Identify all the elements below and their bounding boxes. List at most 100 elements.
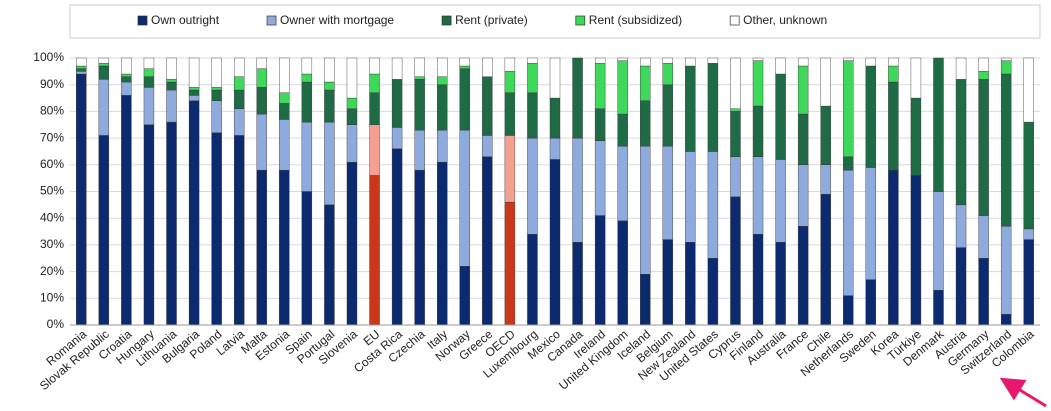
bar-segment [346, 57, 358, 99]
bar-segment [640, 274, 651, 326]
bar-segment [933, 191, 944, 291]
bar-segment [414, 76, 425, 80]
bar-segment [482, 156, 493, 326]
bar-segment [910, 175, 922, 326]
bar-segment [324, 89, 335, 123]
bar-segment [707, 63, 719, 152]
bar-segment [346, 124, 358, 163]
bar-segment [76, 57, 87, 67]
bar-segment [549, 137, 561, 160]
bar-segment [797, 57, 809, 67]
bar-segment [301, 57, 313, 75]
bar-segment [166, 89, 177, 123]
bar-segment [888, 57, 899, 67]
bar-segment [707, 258, 719, 326]
bar-segment [301, 191, 313, 326]
bar-segment [391, 57, 403, 80]
bar-segment [301, 81, 313, 123]
bar-segment [143, 76, 155, 88]
bar-segment [978, 215, 989, 259]
bar-segment [775, 57, 786, 75]
bar-segment [256, 113, 267, 171]
bar-segment [752, 57, 764, 61]
bar-segment [482, 135, 493, 157]
bar-segment [482, 76, 493, 136]
bar-segment [121, 95, 132, 326]
bar-segment [369, 73, 380, 93]
bar-segment [324, 81, 335, 91]
y-tick-label: 80% [40, 104, 64, 118]
bar-segment [504, 135, 516, 203]
bar-segment [775, 159, 786, 243]
bar-segment [730, 196, 741, 326]
bar-segment [752, 234, 764, 326]
bar-segment [233, 76, 245, 91]
bar-segment [437, 161, 448, 326]
bar-segment [662, 84, 673, 147]
y-tick-label: 20% [40, 264, 64, 278]
legend-swatch [441, 15, 452, 26]
bar-segment [955, 204, 967, 248]
y-tick-label: 0% [47, 317, 65, 331]
bar-segment [1000, 60, 1012, 75]
bar-segment [820, 57, 831, 107]
legend-label: Other, unknown [743, 13, 827, 27]
bar-segment [594, 57, 606, 64]
bar-segment [955, 247, 967, 326]
bar-segment [98, 57, 110, 64]
bar-segment [594, 215, 606, 326]
bar-segment [459, 266, 470, 326]
bar-segment [662, 57, 673, 64]
bar-segment [414, 79, 425, 131]
bar-segment [843, 156, 854, 171]
bar-segment [482, 57, 493, 77]
bar-segment [707, 151, 719, 259]
bar-segment [843, 57, 854, 61]
legend-label: Rent (subsidized) [589, 13, 682, 27]
bar-segment [279, 92, 290, 104]
bar-segment [707, 57, 719, 64]
bar-segment [662, 239, 673, 326]
bar-segment [188, 100, 200, 326]
bar-segment [730, 108, 741, 112]
bar-segment [188, 89, 200, 96]
bar-segment [459, 65, 470, 69]
bar-segment [820, 164, 831, 195]
bar-segment [888, 65, 899, 83]
bar-segment [369, 57, 380, 75]
bar-segment [527, 92, 538, 139]
bar-segment [640, 100, 651, 147]
bar-segment [414, 57, 425, 77]
bar-segment [166, 121, 177, 326]
bar-segment [437, 129, 448, 163]
bar-segment [143, 57, 155, 69]
bar-segment [414, 129, 425, 171]
bar-segment [617, 145, 628, 222]
y-tick-label: 10% [40, 290, 64, 304]
bar-segment [549, 159, 561, 326]
bar-segment [662, 145, 673, 240]
bar-segment [256, 169, 267, 326]
bar-segment [459, 57, 470, 67]
bar-segment [391, 148, 403, 326]
bar-segment [233, 89, 245, 109]
bar-segment [662, 63, 673, 85]
bar-segment [143, 68, 155, 77]
bar-segment [391, 79, 403, 128]
bar-segment [730, 57, 741, 109]
bar-segment [346, 108, 358, 125]
bar-segment [1023, 228, 1034, 240]
bar-segment [797, 113, 809, 165]
bar-segment [76, 65, 87, 69]
bar-segment [549, 97, 561, 139]
bar-segment [978, 71, 989, 80]
bar-segment [1000, 57, 1012, 61]
bar-segment [1000, 226, 1012, 315]
bar-segment [617, 113, 628, 147]
bar-segment [437, 57, 448, 77]
bar-segment [730, 156, 741, 198]
bar-segment [820, 193, 831, 326]
bar-segment [188, 57, 200, 88]
bar-segment [978, 57, 989, 72]
